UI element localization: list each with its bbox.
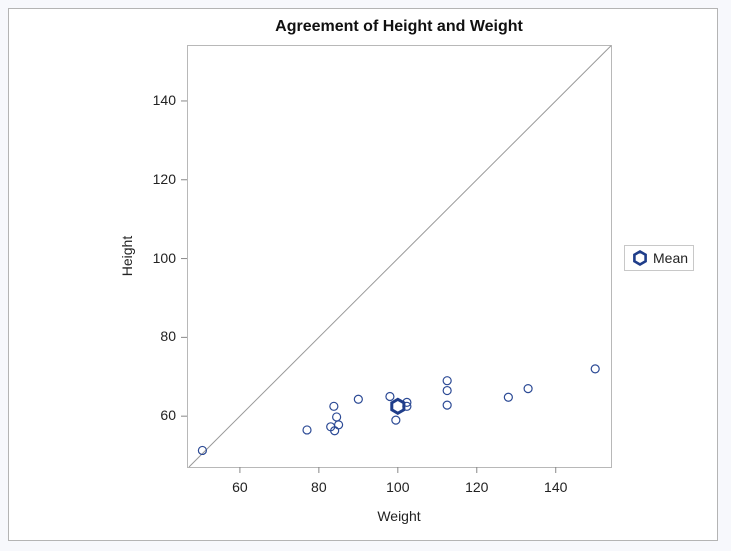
data-point bbox=[590, 364, 600, 374]
data-point bbox=[503, 392, 513, 402]
legend: Mean bbox=[624, 245, 694, 271]
data-point bbox=[523, 383, 533, 394]
data-point bbox=[385, 391, 395, 402]
data-point bbox=[353, 394, 363, 404]
data-point bbox=[442, 400, 452, 410]
x-tick-label: 60 bbox=[232, 479, 248, 495]
y-tick-label: 100 bbox=[152, 249, 176, 266]
data-point bbox=[442, 376, 452, 386]
identity-reference-line bbox=[188, 45, 612, 468]
data-point bbox=[333, 420, 344, 430]
y-axis-label: Height bbox=[119, 235, 135, 277]
data-point bbox=[329, 401, 339, 411]
x-tick-label: 140 bbox=[544, 479, 568, 495]
x-tick-label: 80 bbox=[311, 479, 327, 495]
data-point bbox=[302, 425, 312, 435]
y-tick-label: 140 bbox=[152, 91, 176, 108]
legend-label-mean: Mean bbox=[653, 250, 689, 266]
y-tick-label: 60 bbox=[160, 407, 176, 424]
x-axis-label: Weight bbox=[377, 508, 421, 524]
x-tick-label: 100 bbox=[386, 479, 410, 495]
data-point bbox=[391, 415, 401, 425]
y-tick-label: 120 bbox=[152, 170, 176, 187]
data-point bbox=[197, 445, 207, 456]
mean-marker bbox=[390, 397, 406, 416]
y-tick-label: 80 bbox=[160, 328, 176, 345]
hexagon-marker-icon bbox=[633, 249, 647, 267]
data-point bbox=[442, 385, 452, 396]
chart-title: Agreement of Height and Weight bbox=[275, 18, 523, 35]
x-tick-label: 120 bbox=[465, 479, 489, 495]
